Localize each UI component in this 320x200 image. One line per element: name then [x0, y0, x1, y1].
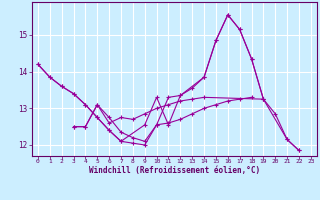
X-axis label: Windchill (Refroidissement éolien,°C): Windchill (Refroidissement éolien,°C) — [89, 166, 260, 175]
